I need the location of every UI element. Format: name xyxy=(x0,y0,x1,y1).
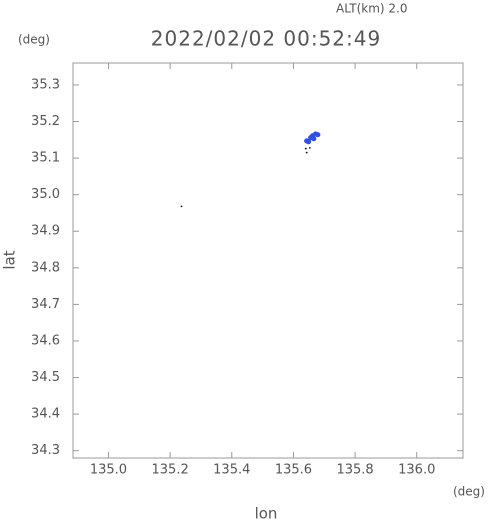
x-tick-label: 135.0 xyxy=(90,463,127,478)
x-tick-label: 135.4 xyxy=(213,463,250,478)
x-tick-label: 135.2 xyxy=(152,463,189,478)
x-tick-label: 136.0 xyxy=(398,463,435,478)
point xyxy=(304,147,307,150)
point xyxy=(305,151,308,154)
y-tick-label: 35.3 xyxy=(31,77,60,92)
y-axis-title: lat xyxy=(1,250,19,269)
point xyxy=(180,205,183,208)
y-tick-label: 35.2 xyxy=(31,114,60,129)
y-tick-label: 34.6 xyxy=(31,333,60,348)
y-tick-label: 35.1 xyxy=(31,151,60,166)
y-tick-label: 35.0 xyxy=(31,187,60,202)
x-axis-title: lon xyxy=(255,505,278,521)
y-tick-label: 34.4 xyxy=(31,407,60,422)
point xyxy=(311,136,317,142)
y-unit: (deg) xyxy=(18,33,50,47)
point xyxy=(305,139,312,145)
x-unit: (deg) xyxy=(453,485,485,499)
plot-frame xyxy=(72,62,464,459)
y-tick-label: 34.5 xyxy=(31,370,60,385)
point xyxy=(308,146,311,149)
chart-title: 2022/02/02 00:52:49 xyxy=(151,27,381,51)
point xyxy=(315,132,321,138)
y-tick-label: 34.9 xyxy=(31,224,60,239)
y-tick-label: 34.8 xyxy=(31,260,60,275)
y-tick-label: 34.3 xyxy=(31,443,60,458)
y-tick-label: 34.7 xyxy=(31,297,60,312)
x-tick-label: 135.6 xyxy=(275,463,312,478)
altitude-label: ALT(km) 2.0 xyxy=(336,2,407,16)
x-tick-label: 135.8 xyxy=(336,463,373,478)
